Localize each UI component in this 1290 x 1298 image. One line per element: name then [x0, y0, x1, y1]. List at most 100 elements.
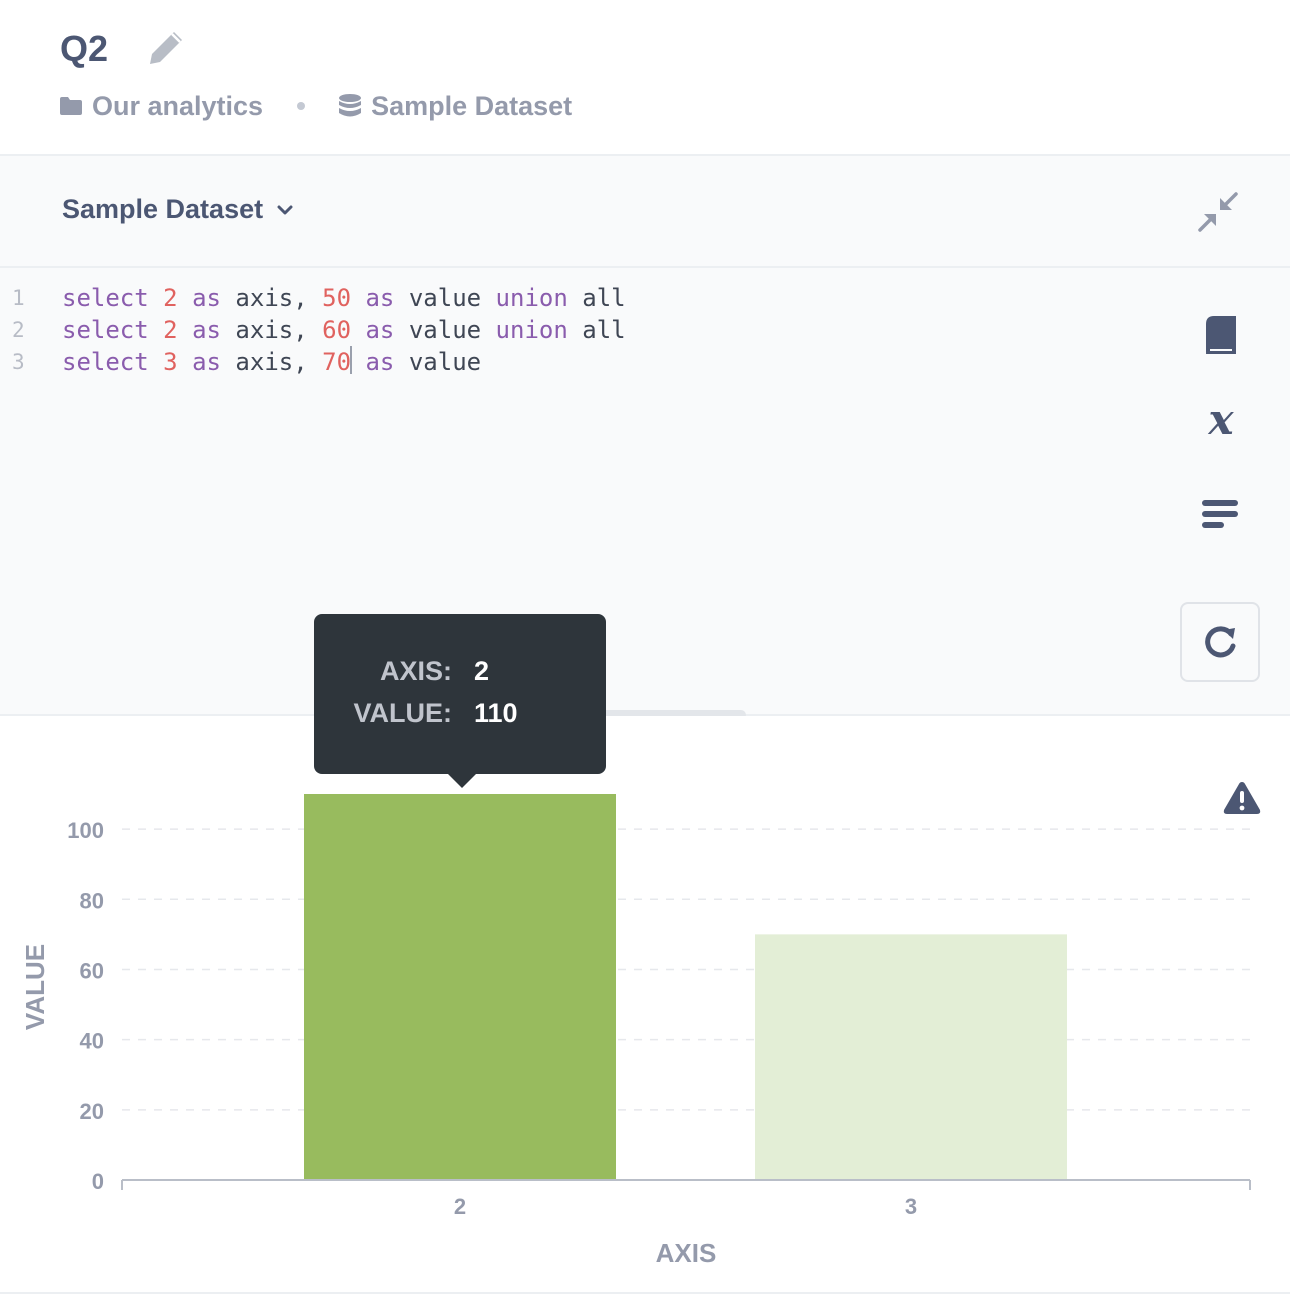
sql-space	[351, 282, 365, 314]
sql-space	[149, 282, 163, 314]
bar[interactable]	[755, 934, 1067, 1180]
question-title[interactable]: Q2	[60, 28, 109, 69]
sql-space	[178, 346, 192, 378]
warning-triangle-icon[interactable]	[1222, 780, 1262, 816]
contract-icon[interactable]	[1196, 190, 1240, 234]
sql-keyword: select	[62, 348, 149, 376]
y-tick-label: 20	[80, 1099, 104, 1124]
sql-keyword: as	[365, 284, 395, 312]
sql-number: 3	[163, 348, 178, 376]
tooltip-key: VALUE:	[353, 698, 453, 728]
sql-keyword: as	[192, 316, 221, 344]
sql-identifier: axis,	[235, 316, 308, 344]
x-axis-title: AXIS	[656, 1238, 717, 1268]
code-line[interactable]: 1 select 2 as axis, 50 as value union all	[0, 282, 626, 314]
sql-keyword: select	[62, 316, 149, 344]
bar-chart: 0 20 40 60 80 100 2 3 AXIS VALUE	[20, 794, 1251, 1268]
sql-space	[394, 282, 408, 314]
code-line[interactable]: 2 select 2 as axis, 60 as value union all	[0, 314, 626, 346]
sql-number: 60	[322, 316, 352, 344]
sql-space	[308, 282, 322, 314]
sql-identifier: all	[582, 316, 626, 344]
y-tick-label: 100	[67, 818, 104, 843]
breadcrumb-database[interactable]: Sample Dataset	[339, 91, 572, 122]
sql-keyword: union	[495, 284, 568, 312]
sql-space	[308, 346, 322, 378]
y-tick-label: 40	[80, 1029, 104, 1054]
sql-keyword: union	[495, 316, 568, 344]
bar[interactable]	[304, 794, 616, 1180]
sql-space	[149, 314, 163, 346]
breadcrumb-collection-label: Our analytics	[92, 90, 264, 121]
sql-identifier: value	[408, 316, 482, 344]
text-cursor	[350, 346, 353, 374]
sql-identifier: axis,	[235, 284, 308, 312]
chevron-down-icon	[277, 205, 293, 214]
visualization-area: 0 20 40 60 80 100 2 3 AXIS VALUE	[0, 716, 1290, 1294]
y-axis-title: VALUE	[20, 944, 50, 1030]
sql-space	[394, 314, 408, 346]
line-number: 1	[12, 286, 25, 310]
sql-space	[221, 314, 235, 346]
tooltip-value: 2	[474, 656, 490, 686]
sql-space	[568, 282, 582, 314]
sql-space	[221, 346, 235, 378]
folder-icon	[60, 97, 82, 115]
code-area[interactable]: 1 select 2 as axis, 50 as value union all…	[0, 282, 626, 378]
sql-identifier: value	[408, 284, 482, 312]
tooltip-value: 110	[474, 698, 518, 728]
sql-keyword: as	[365, 316, 395, 344]
line-number: 2	[12, 318, 25, 342]
chart-tooltip: AXIS: 2 VALUE: 110	[314, 614, 606, 788]
sql-identifier: value	[408, 348, 482, 376]
editor-resize-handle[interactable]	[546, 710, 746, 720]
sql-space	[178, 314, 192, 346]
snippet-lines-icon[interactable]	[1196, 490, 1246, 540]
line-number: 3	[12, 350, 25, 374]
y-tick-label: 0	[92, 1169, 104, 1194]
sql-identifier: axis,	[235, 348, 308, 376]
sql-keyword: as	[192, 348, 221, 376]
refresh-icon	[1205, 626, 1236, 658]
sql-space	[394, 346, 408, 378]
native-query-toolbar: Sample Dataset	[0, 156, 1290, 268]
breadcrumb-database-label: Sample Dataset	[371, 90, 573, 121]
sql-identifier: all	[582, 284, 626, 312]
sql-space	[178, 282, 192, 314]
breadcrumb: Our analytics Sample Dataset	[60, 88, 572, 124]
sql-space	[351, 346, 365, 378]
sql-number: 70	[322, 348, 352, 376]
sql-space	[568, 314, 582, 346]
sql-editor[interactable]: 1 select 2 as axis, 50 as value union all…	[0, 268, 1290, 720]
variable-x-icon[interactable]: x	[1196, 395, 1246, 446]
database-selector[interactable]: Sample Dataset	[62, 194, 293, 225]
sql-space	[351, 314, 365, 346]
svg-text:x: x	[1207, 396, 1234, 444]
tooltip-row-value: VALUE: 110	[314, 698, 606, 738]
sql-space	[221, 282, 235, 314]
sql-space	[308, 314, 322, 346]
y-tick-label: 60	[80, 958, 104, 983]
book-icon[interactable]	[1196, 310, 1246, 360]
sql-space	[481, 282, 495, 314]
code-line[interactable]: 3 select 3 as axis, 70 as value	[0, 346, 626, 378]
database-selector-label: Sample Dataset	[62, 194, 264, 224]
x-tick-label: 3	[905, 1194, 917, 1219]
sql-number: 2	[163, 316, 178, 344]
question-header: Q2 Our analytics Sample Dataset	[0, 0, 1290, 156]
y-tick-label: 80	[80, 888, 104, 913]
sql-space	[481, 314, 495, 346]
database-icon	[339, 94, 362, 117]
breadcrumb-collection[interactable]: Our analytics	[60, 91, 263, 122]
sql-keyword: as	[192, 284, 221, 312]
tooltip-row-axis: AXIS: 2	[314, 656, 606, 696]
sql-number: 2	[163, 284, 178, 312]
sql-keyword: as	[365, 348, 395, 376]
tooltip-key: AXIS:	[379, 656, 452, 686]
breadcrumb-separator	[297, 102, 306, 110]
x-tick-label: 2	[454, 1194, 466, 1219]
sql-keyword: select	[62, 284, 149, 312]
run-query-button[interactable]	[1180, 602, 1260, 682]
sql-number: 50	[322, 284, 352, 312]
pencil-icon[interactable]	[144, 26, 188, 70]
